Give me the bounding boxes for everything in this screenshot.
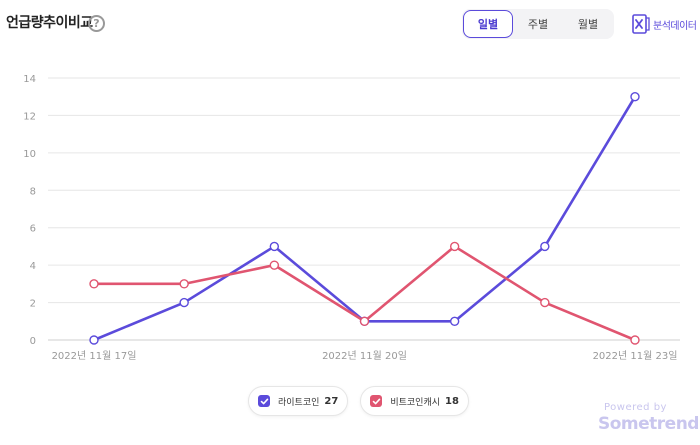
powered-by-text: Powered by: [604, 402, 667, 413]
x-tick-label: 2022년 11월 20일: [322, 350, 407, 362]
period-tab-group: 일별 주별 월별: [462, 9, 614, 39]
brand-logo: Sometrend: [598, 414, 699, 434]
excel-label: 분석데이터: [653, 20, 697, 32]
y-tick-label: 6: [30, 224, 36, 235]
data-point: [540, 297, 550, 308]
data-point: [449, 316, 460, 326]
data-point: [89, 335, 99, 345]
excel-icon: [632, 14, 650, 34]
tab-daily[interactable]: 일별: [463, 10, 513, 38]
y-tick-label: 8: [30, 186, 36, 197]
y-tick-label: 12: [23, 111, 36, 122]
y-tick-label: 4: [30, 261, 36, 272]
data-point: [540, 241, 550, 252]
data-point: [269, 241, 280, 252]
series-line: [92, 95, 637, 342]
legend-count: 27: [324, 395, 339, 407]
data-point: [449, 241, 460, 252]
tab-monthly[interactable]: 월별: [577, 18, 599, 31]
data-point: [630, 335, 640, 345]
legend-item-litecoin[interactable]: 라이트코인 27: [248, 386, 349, 416]
legend-item-bitcoincash[interactable]: 비트코인캐시 18: [360, 386, 469, 416]
y-tick-label: 2: [30, 299, 36, 310]
download-analysis-data-button[interactable]: 분석데이터: [632, 13, 697, 35]
data-point: [179, 279, 189, 289]
data-point: [89, 279, 99, 289]
legend: 라이트코인 27 비트코인캐시 18: [248, 386, 469, 416]
tab-weekly[interactable]: 주별: [527, 18, 549, 31]
line-chart: 0 2 4 6 8 10 12 14 2022년 11월 17일 2022년 11월 20일 20…: [23, 74, 680, 362]
data-point: [630, 92, 640, 102]
x-tick-label: 2022년 11월 23일: [593, 350, 678, 362]
checkbox-icon[interactable]: [370, 395, 383, 407]
y-tick-label: 14: [23, 74, 36, 85]
legend-label: 라이트코인: [278, 397, 320, 408]
y-tick-label: 0: [30, 336, 36, 347]
data-point: [179, 297, 189, 308]
legend-count: 18: [445, 395, 459, 407]
x-tick-label: 2022년 11월 17일: [52, 350, 137, 362]
y-tick-label: 10: [23, 149, 36, 160]
chart-title: 언급량추이비교: [6, 15, 93, 31]
question-icon[interactable]: ?: [88, 15, 105, 32]
data-point: [359, 316, 370, 326]
checkbox-icon[interactable]: [258, 395, 270, 407]
data-point: [269, 260, 280, 270]
legend-label: 비트코인캐시: [390, 397, 441, 408]
